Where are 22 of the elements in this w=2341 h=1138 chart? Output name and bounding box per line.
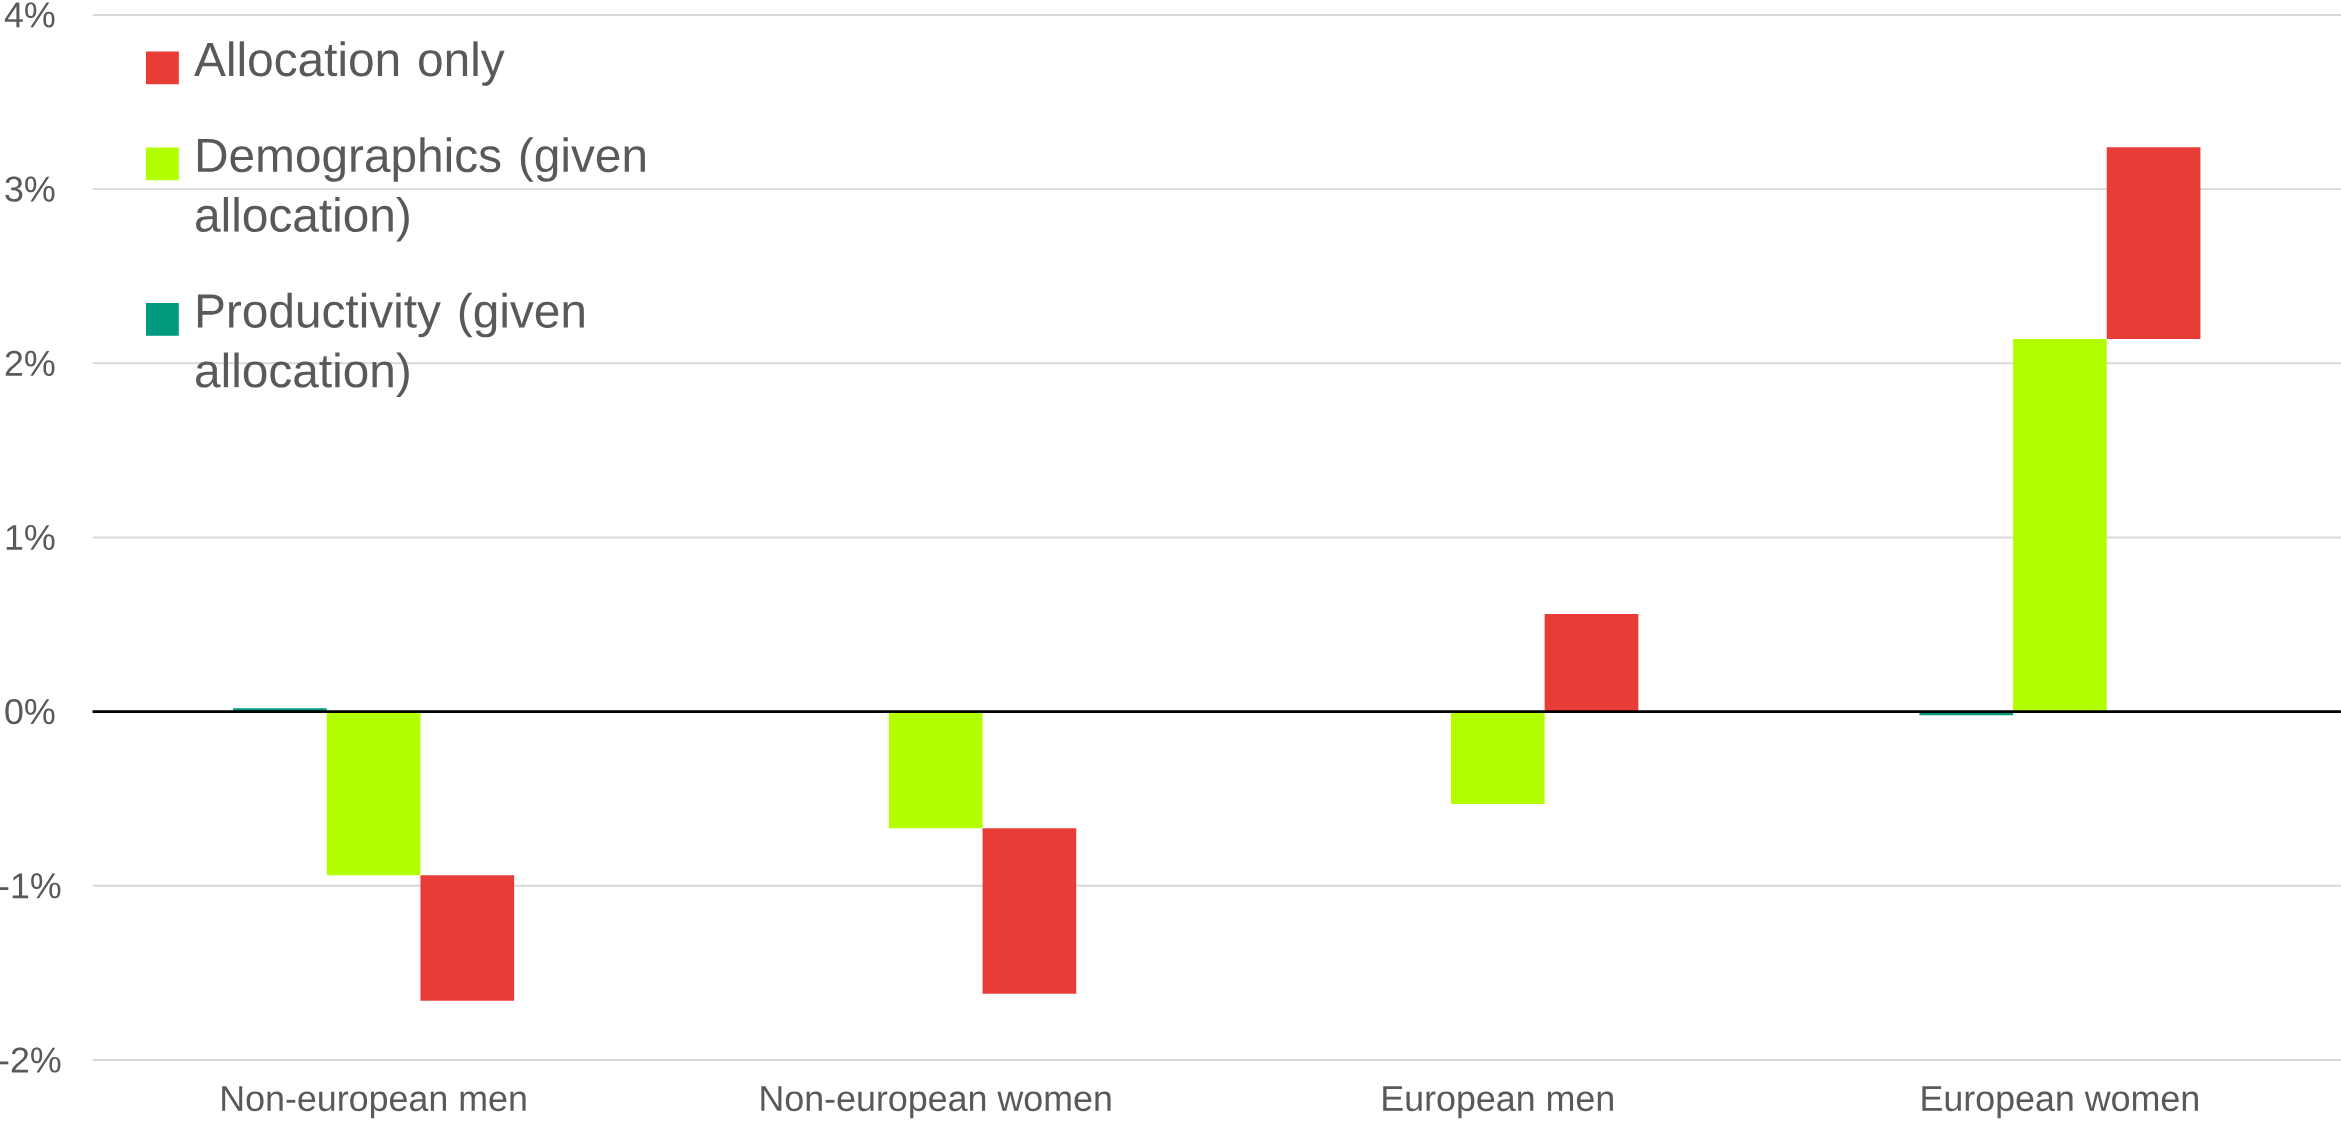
legend-label: Productivity (given allocation) xyxy=(196,292,584,398)
x-tick-label: European men xyxy=(1383,1086,1613,1119)
y-tick-label: 2% xyxy=(5,350,55,377)
y-tick-label: 3% xyxy=(5,176,55,202)
x-tick-label: Non-european men xyxy=(222,1086,526,1119)
legend-label: Allocation only xyxy=(194,41,505,87)
bar xyxy=(420,875,515,1001)
y-tick-label: 0% xyxy=(5,699,55,725)
y-tick-label: -1% xyxy=(0,873,61,899)
bar xyxy=(888,711,983,829)
y-tick-label: -2% xyxy=(0,1047,61,1073)
x-tick-label: Non-european women xyxy=(761,1086,1111,1119)
legend-label: Demographics (given allocation) xyxy=(196,137,645,242)
bar xyxy=(1450,711,1545,805)
bar xyxy=(326,711,421,876)
y-tick-label: 1% xyxy=(6,525,55,551)
bar xyxy=(982,828,1077,994)
y-tick-label: 4% xyxy=(4,2,55,28)
bar xyxy=(1544,614,1639,712)
bar xyxy=(2106,147,2201,340)
bar xyxy=(2013,339,2107,712)
x-tick-label: European women xyxy=(1922,1086,2198,1119)
